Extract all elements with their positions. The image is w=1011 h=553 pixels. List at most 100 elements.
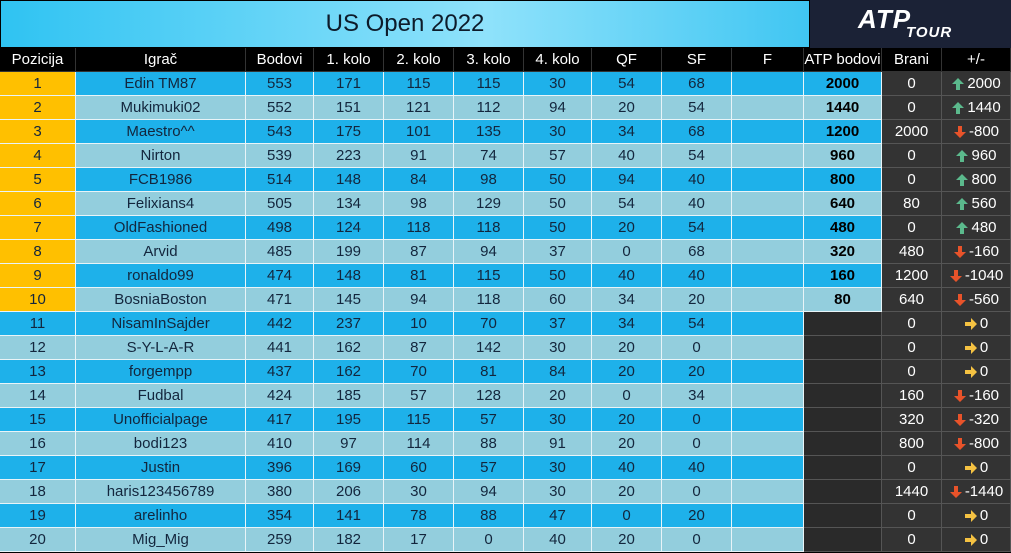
score: 0 (662, 528, 732, 552)
score: 50 (524, 264, 592, 288)
rank: 16 (0, 432, 76, 456)
score: 0 (592, 384, 662, 408)
score: 539 (246, 144, 314, 168)
score: 0 (592, 504, 662, 528)
score (732, 96, 804, 120)
score: 97 (314, 432, 384, 456)
score (732, 168, 804, 192)
score: 30 (524, 456, 592, 480)
defended-points: 800 (882, 432, 942, 456)
points-change: 0 (942, 456, 1011, 480)
column-header: ATP bodovi (804, 48, 882, 72)
score: 237 (314, 312, 384, 336)
score: 81 (454, 360, 524, 384)
points-change: 480 (942, 216, 1011, 240)
defended-points: 160 (882, 384, 942, 408)
column-header: SF (662, 48, 732, 72)
score: 54 (662, 144, 732, 168)
score: 50 (524, 216, 592, 240)
score: 57 (454, 456, 524, 480)
rank: 17 (0, 456, 76, 480)
rank: 20 (0, 528, 76, 552)
column-header: 1. kolo (314, 48, 384, 72)
player: Felixians4 (76, 192, 246, 216)
title-bar: US Open 2022 ATP TOUR (0, 0, 1011, 48)
score: 20 (524, 384, 592, 408)
score: 20 (662, 360, 732, 384)
atp-points: 960 (804, 144, 882, 168)
change-value: 0 (979, 363, 989, 380)
trend-arrow (953, 245, 966, 258)
rank: 11 (0, 312, 76, 336)
score: 81 (384, 264, 454, 288)
score: 424 (246, 384, 314, 408)
change-value: -800 (968, 123, 1000, 140)
change-value: 0 (979, 507, 989, 524)
rank: 9 (0, 264, 76, 288)
score: 0 (662, 480, 732, 504)
score: 87 (384, 240, 454, 264)
score: 552 (246, 96, 314, 120)
score: 60 (524, 288, 592, 312)
score: 54 (662, 216, 732, 240)
change-value: -560 (968, 291, 1000, 308)
change-value: 0 (979, 459, 989, 476)
score (732, 480, 804, 504)
atp-points: 320 (804, 240, 882, 264)
score: 498 (246, 216, 314, 240)
score: 118 (384, 216, 454, 240)
score: 37 (524, 312, 592, 336)
score: 20 (592, 408, 662, 432)
score: 354 (246, 504, 314, 528)
player: Nirton (76, 144, 246, 168)
points-change: 0 (942, 336, 1011, 360)
rank: 3 (0, 120, 76, 144)
change-value: -800 (968, 435, 1000, 452)
score: 68 (662, 120, 732, 144)
score: 471 (246, 288, 314, 312)
points-change: -800 (942, 432, 1011, 456)
rank: 18 (0, 480, 76, 504)
trend-arrow (953, 125, 966, 138)
score: 34 (592, 120, 662, 144)
score: 101 (384, 120, 454, 144)
score: 30 (524, 120, 592, 144)
atp-points (804, 432, 882, 456)
score: 199 (314, 240, 384, 264)
logo-bottom: TOUR (906, 24, 953, 41)
score: 94 (592, 168, 662, 192)
score: 54 (592, 72, 662, 96)
trend-arrow (949, 269, 962, 282)
player: Mig_Mig (76, 528, 246, 552)
score: 115 (384, 72, 454, 96)
score: 37 (524, 240, 592, 264)
atp-points (804, 312, 882, 336)
score: 171 (314, 72, 384, 96)
score: 91 (524, 432, 592, 456)
points-change: 0 (942, 528, 1011, 552)
player: haris123456789 (76, 480, 246, 504)
change-value: -160 (968, 387, 1000, 404)
score (732, 240, 804, 264)
score: 441 (246, 336, 314, 360)
score: 40 (662, 168, 732, 192)
atp-points: 640 (804, 192, 882, 216)
score: 94 (454, 480, 524, 504)
rank: 10 (0, 288, 76, 312)
score (732, 360, 804, 384)
points-change: 2000 (942, 72, 1011, 96)
points-change: -1040 (942, 264, 1011, 288)
score: 88 (454, 432, 524, 456)
score: 145 (314, 288, 384, 312)
score: 380 (246, 480, 314, 504)
atp-points (804, 408, 882, 432)
score (732, 504, 804, 528)
score: 68 (662, 240, 732, 264)
score: 182 (314, 528, 384, 552)
column-header: Bodovi (246, 48, 314, 72)
score: 20 (592, 360, 662, 384)
score: 505 (246, 192, 314, 216)
defended-points: 640 (882, 288, 942, 312)
player: forgempp (76, 360, 246, 384)
